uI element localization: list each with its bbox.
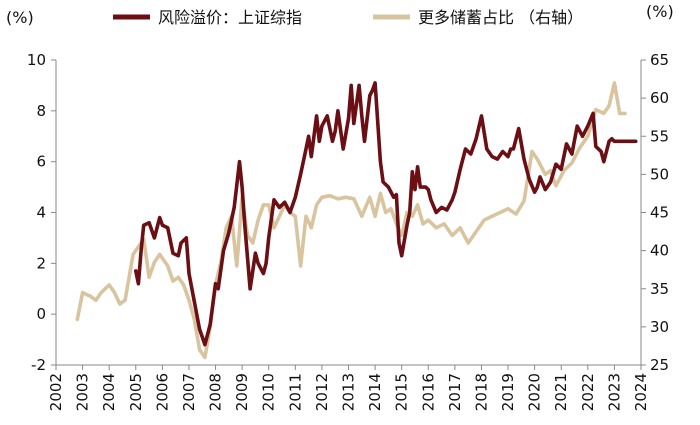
series-line-saving-ratio [75, 81, 627, 360]
x-tick-label: 2015 [393, 373, 411, 411]
right-tick-label: 35 [650, 280, 669, 298]
left-tick-label: 0 [36, 305, 46, 323]
right-tick-label: 50 [650, 165, 669, 183]
x-tick-label: 2011 [286, 373, 304, 411]
left-tick-label: -2 [31, 356, 46, 374]
x-tick-label: 2022 [579, 373, 597, 411]
x-tick-label: 2017 [446, 373, 464, 411]
right-axis-unit: (%) [646, 2, 674, 21]
right-tick-label: 25 [650, 356, 669, 374]
x-tick-label: 2014 [366, 373, 384, 411]
right-tick-label: 30 [650, 318, 669, 336]
left-tick-label: 8 [36, 102, 46, 120]
x-tick-label: 2019 [499, 373, 517, 411]
right-tick-label: 40 [650, 242, 669, 260]
x-tick-label: 2002 [47, 373, 65, 411]
x-tick-label: 2013 [340, 373, 358, 411]
x-tick-label: 2016 [419, 373, 437, 411]
x-tick-label: 2024 [632, 373, 650, 411]
left-axis-unit: (%) [6, 8, 34, 27]
right-tick-label: 55 [650, 127, 669, 145]
x-tick-label: 2010 [260, 373, 278, 411]
x-tick-label: 2003 [74, 373, 92, 411]
x-tick-label: 2008 [207, 373, 225, 411]
left-tick-label: 4 [36, 204, 46, 222]
legend-label-saving-ratio: 更多储蓄占比 （右轴） [418, 8, 583, 27]
x-tick-label: 2009 [233, 373, 251, 411]
left-tick-label: 2 [36, 254, 46, 272]
left-tick-label: 6 [36, 153, 46, 171]
right-tick-label: 60 [650, 89, 669, 107]
x-tick-label: 2004 [100, 373, 118, 411]
x-tick-label: 2018 [472, 373, 490, 411]
x-tick-label: 2021 [552, 373, 570, 411]
series-layer [75, 81, 638, 360]
x-tick-label: 2006 [153, 373, 171, 411]
right-tick-label: 45 [650, 204, 669, 222]
x-tick-label: 2012 [313, 373, 331, 411]
series-line-risk-premium [134, 81, 638, 347]
right-tick-label: 65 [650, 51, 669, 69]
x-tick-label: 2005 [127, 373, 145, 411]
x-tick-label: 2007 [180, 373, 198, 411]
legend: 风险溢价：上证综指 更多储蓄占比 （右轴） [113, 8, 583, 27]
x-tick-label: 2023 [605, 373, 623, 411]
legend-label-risk-premium: 风险溢价：上证综指 [158, 8, 302, 27]
x-tick-label: 2020 [526, 373, 544, 411]
left-tick-label: 10 [27, 51, 46, 69]
tick-layer: -2 0 2 4 6 8 10 25 30 35 40 45 50 55 60 65 2002 2003 2004 2… [27, 51, 669, 411]
